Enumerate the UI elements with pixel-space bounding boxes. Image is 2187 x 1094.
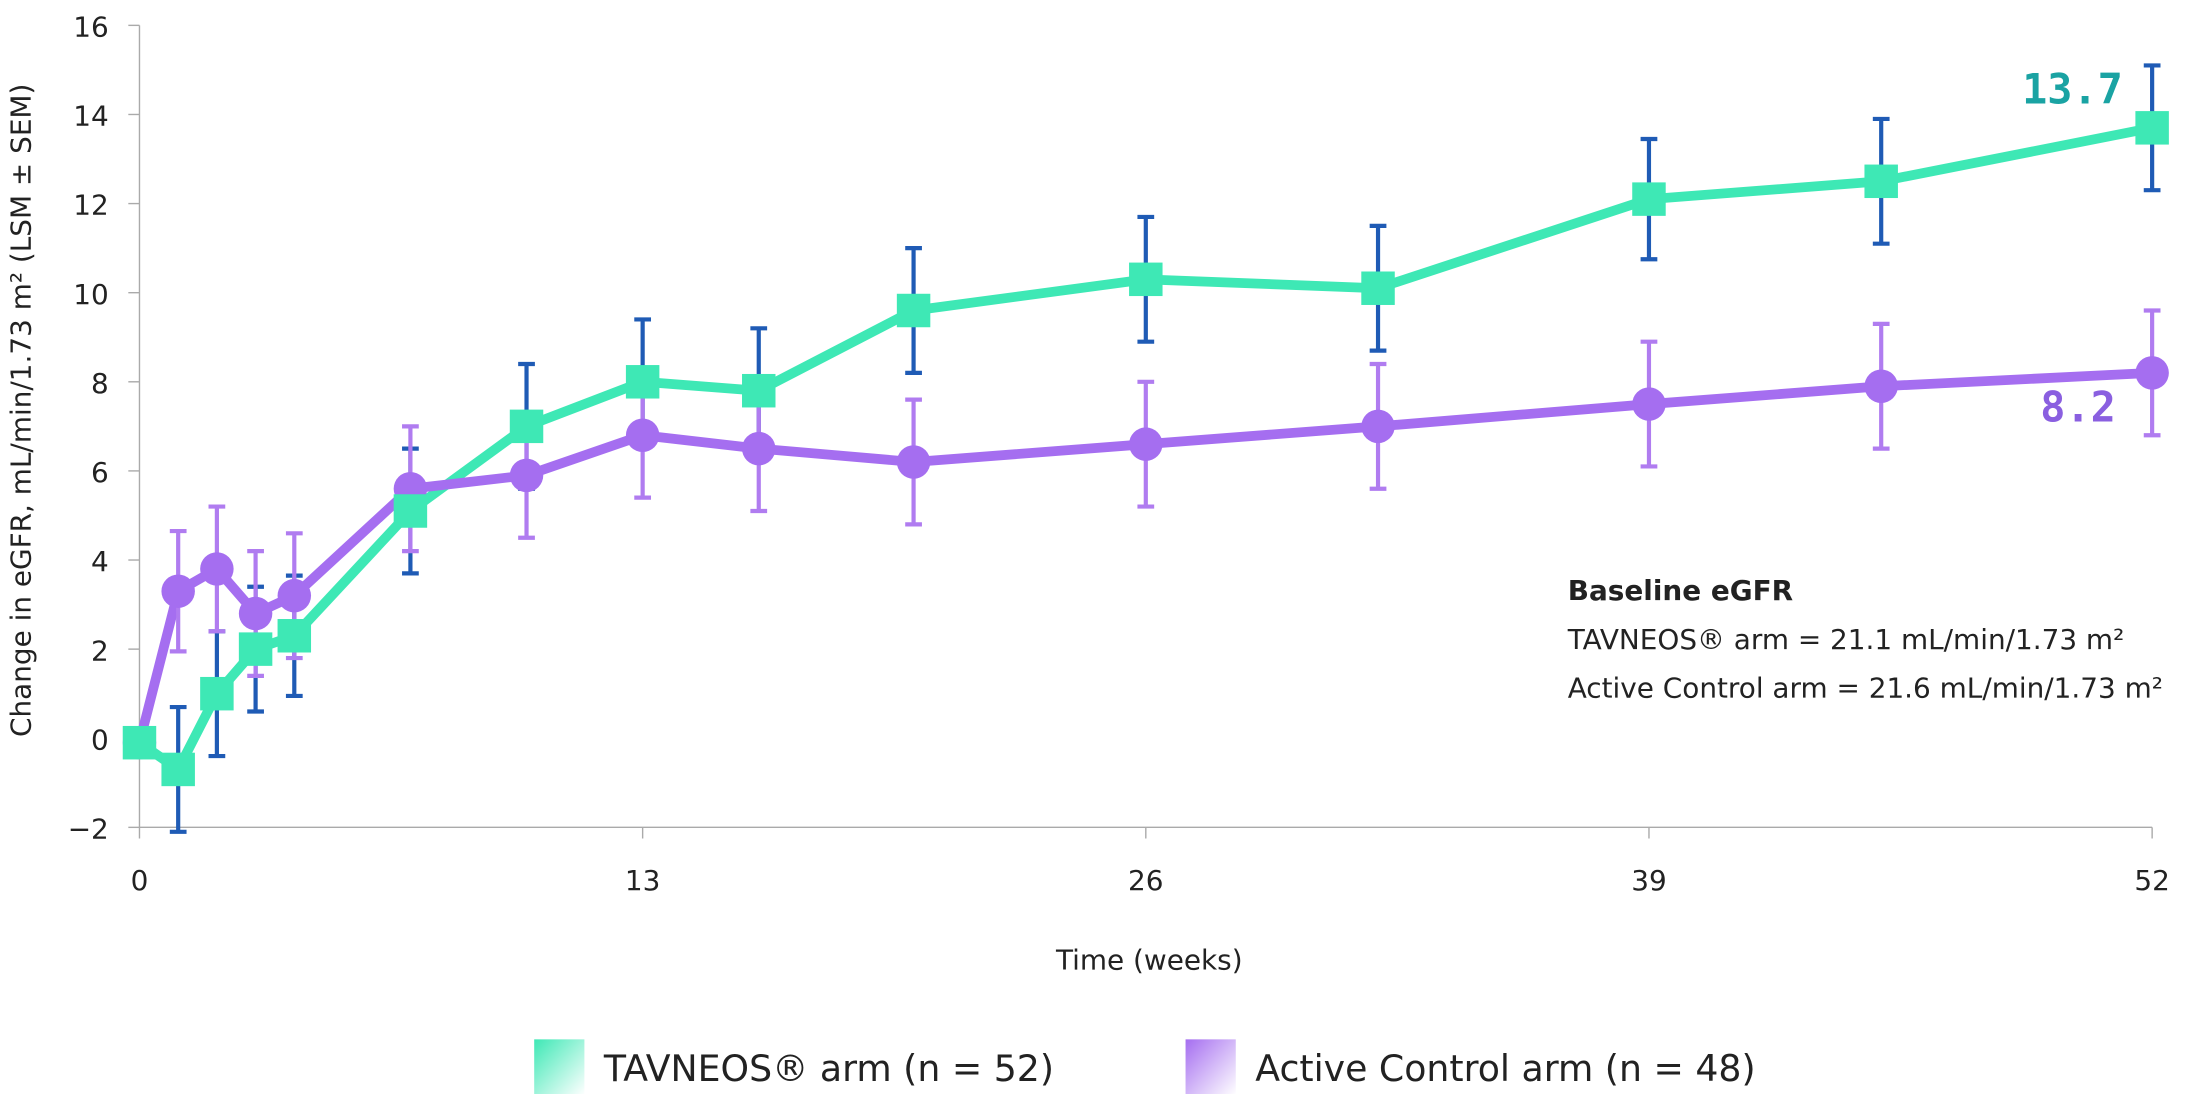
y-tick-label: 14 xyxy=(73,100,108,133)
legend-swatch xyxy=(534,1039,585,1094)
marker xyxy=(742,431,776,466)
legend-label: TAVNEOS® arm (n = 52) xyxy=(603,1047,1054,1090)
x-axis-label: Time (weeks) xyxy=(1055,944,1243,977)
marker xyxy=(896,293,931,328)
y-tick-label: 12 xyxy=(73,189,108,222)
value-label: 8.2 xyxy=(2040,382,2116,431)
x-tick-label: 39 xyxy=(1631,864,1666,897)
marker xyxy=(161,752,195,787)
marker xyxy=(1361,271,1395,305)
marker xyxy=(200,552,234,586)
x-tick-label: 0 xyxy=(131,864,149,897)
marker xyxy=(509,409,544,444)
y-tick-label: 8 xyxy=(91,367,109,400)
marker xyxy=(1864,369,1898,403)
annotation-line: Active Control arm = 21.6 mL/min/1.73 m² xyxy=(1568,672,2163,705)
marker xyxy=(393,494,428,528)
value-label: 13.7 xyxy=(2022,64,2123,113)
marker xyxy=(1632,387,1666,421)
marker xyxy=(625,365,660,399)
marker xyxy=(742,373,776,408)
marker xyxy=(161,574,195,608)
y-tick-label: −2 xyxy=(68,813,109,846)
marker xyxy=(2135,111,2169,145)
annotation-line: TAVNEOS® arm = 21.1 mL/min/1.73 m² xyxy=(1567,623,2125,656)
marker xyxy=(1632,182,1666,216)
legend-swatch xyxy=(1185,1039,1236,1094)
marker xyxy=(896,445,931,479)
y-tick-label: 10 xyxy=(73,278,108,311)
marker xyxy=(122,725,157,760)
y-tick-label: 6 xyxy=(91,456,109,489)
y-tick-label: 16 xyxy=(73,11,108,44)
marker xyxy=(1361,409,1395,444)
marker xyxy=(277,578,312,613)
x-tick-label: 26 xyxy=(1128,864,1163,897)
marker xyxy=(1129,427,1163,461)
x-tick-label: 13 xyxy=(625,864,660,897)
marker xyxy=(277,619,312,653)
marker xyxy=(509,458,544,493)
y-tick-label: 0 xyxy=(91,723,109,756)
marker xyxy=(200,676,234,711)
annotation-title: Baseline eGFR xyxy=(1568,574,1793,607)
y-tick-label: 2 xyxy=(91,634,109,667)
marker xyxy=(238,632,273,666)
marker xyxy=(625,418,660,453)
marker xyxy=(2135,356,2169,390)
x-tick-label: 52 xyxy=(2134,864,2169,897)
marker xyxy=(1129,262,1163,297)
marker xyxy=(1864,164,1898,199)
legend-label: Active Control arm (n = 48) xyxy=(1255,1047,1755,1090)
marker xyxy=(238,596,273,631)
y-tick-label: 4 xyxy=(91,545,109,578)
y-axis-label: Change in eGFR, mL/min/1.73 m² (LSM ± SE… xyxy=(5,84,38,737)
